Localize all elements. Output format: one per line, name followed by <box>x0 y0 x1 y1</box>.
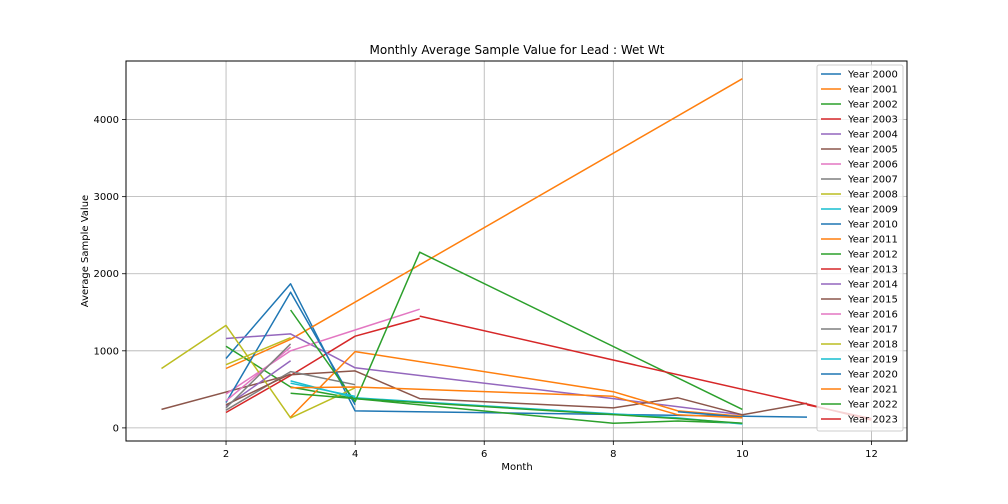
series-line-year-2017 <box>225 343 292 409</box>
series-line-year-2015 <box>225 373 291 406</box>
legend-label: Year 2019 <box>847 355 898 366</box>
legend-item: Year 2005 <box>821 145 898 156</box>
series-line-year-2007 <box>225 370 356 411</box>
legend-item: Year 2004 <box>821 130 898 141</box>
legend-label: Year 2020 <box>847 370 898 381</box>
legend-item: Year 2008 <box>821 190 898 201</box>
y-tick-label: 3000 <box>94 192 119 203</box>
series-line-year-2020 <box>677 410 743 418</box>
grid <box>126 61 907 441</box>
y-tick-label: 4000 <box>94 115 119 126</box>
series-line-year-2016 <box>225 346 292 402</box>
legend-label: Year 2021 <box>847 385 898 396</box>
series-line-year-2012 <box>289 251 743 411</box>
legend-label: Year 2016 <box>847 310 898 321</box>
legend-label: Year 2017 <box>847 325 898 336</box>
legend-label: Year 2010 <box>847 220 898 231</box>
y-tick-label: 2000 <box>94 269 119 280</box>
legend-label: Year 2000 <box>847 70 898 81</box>
legend-label: Year 2004 <box>847 130 898 141</box>
legend-item: Year 2002 <box>821 100 898 111</box>
legend-label: Year 2023 <box>847 415 898 426</box>
x-tick-label: 8 <box>610 449 616 460</box>
legend-item: Year 2018 <box>821 340 898 351</box>
legend-label: Year 2001 <box>847 85 898 96</box>
series-line-year-2013 <box>419 315 872 421</box>
series-lines <box>161 78 872 425</box>
plot-frame <box>125 60 908 442</box>
legend-label: Year 2014 <box>847 280 898 291</box>
legend-item: Year 2009 <box>821 205 898 216</box>
legend-item: Year 2020 <box>821 370 898 381</box>
legend-item: Year 2017 <box>821 325 898 336</box>
legend-label: Year 2013 <box>847 265 898 276</box>
x-tick-label: 10 <box>736 449 749 460</box>
legend-item: Year 2006 <box>821 160 898 171</box>
legend-label: Year 2006 <box>847 160 898 171</box>
legend-item: Year 2010 <box>821 220 898 231</box>
legend-label: Year 2018 <box>847 340 898 351</box>
legend-item: Year 2012 <box>821 250 898 261</box>
chart-title: Monthly Average Sample Value for Lead : … <box>370 43 665 57</box>
series-line-year-2011 <box>290 350 743 418</box>
legend-item: Year 2003 <box>821 115 898 126</box>
series-line-year-2018 <box>225 337 291 366</box>
y-tick-label: 0 <box>113 423 119 434</box>
legend: Year 2000 Year 2001 Year 2002 Year 2003 Year… <box>816 64 904 432</box>
legend-item: Year 2022 <box>821 400 898 411</box>
legend-label: Year 2012 <box>847 250 898 261</box>
x-tick-label: 6 <box>481 449 487 460</box>
y-tick-label: 1000 <box>94 346 119 357</box>
series-line-year-2019 <box>290 382 356 398</box>
series-line-year-2001 <box>225 78 743 370</box>
legend-item: Year 2021 <box>821 385 898 396</box>
legend-item: Year 2007 <box>821 175 898 186</box>
legend-label: Year 2007 <box>847 175 898 186</box>
series-line-year-2008 <box>161 324 356 419</box>
x-axis-ticks: 2 4 6 8 10 12 <box>223 441 878 460</box>
legend-item: Year 2019 <box>821 355 898 366</box>
legend-item: Year 2000 <box>821 70 898 81</box>
legend-label: Year 2009 <box>847 205 898 216</box>
series-line-year-2014 <box>225 360 292 407</box>
legend-label: Year 2003 <box>847 115 898 126</box>
legend-label: Year 2005 <box>847 145 898 156</box>
x-tick-label: 4 <box>352 449 358 460</box>
legend-box <box>816 64 904 432</box>
y-axis-label: Average Sample Value <box>80 195 91 307</box>
legend-item: Year 2015 <box>821 295 898 306</box>
series-line-year-2021 <box>290 386 743 419</box>
legend-item: Year 2013 <box>821 265 898 276</box>
series-line-year-2010 <box>225 291 356 406</box>
x-axis-label: Month <box>501 462 532 473</box>
legend-label: Year 2008 <box>847 190 898 201</box>
x-tick-label: 2 <box>223 449 229 460</box>
series-line-year-2003 <box>225 317 420 414</box>
series-line-year-2022 <box>290 392 743 425</box>
legend-item: Year 2016 <box>821 310 898 321</box>
series-line-year-2002 <box>225 345 743 425</box>
legend-item: Year 2014 <box>821 280 898 291</box>
legend-label: Year 2022 <box>847 400 898 411</box>
legend-label: Year 2015 <box>847 295 898 306</box>
legend-item: Year 2023 <box>821 415 898 426</box>
legend-item: Year 2001 <box>821 85 898 96</box>
legend-label: Year 2011 <box>847 235 898 246</box>
legend-item: Year 2011 <box>821 235 898 246</box>
x-tick-label: 12 <box>865 449 878 460</box>
y-axis-ticks: 0 1000 2000 3000 4000 <box>94 115 126 434</box>
legend-label: Year 2002 <box>847 100 898 111</box>
